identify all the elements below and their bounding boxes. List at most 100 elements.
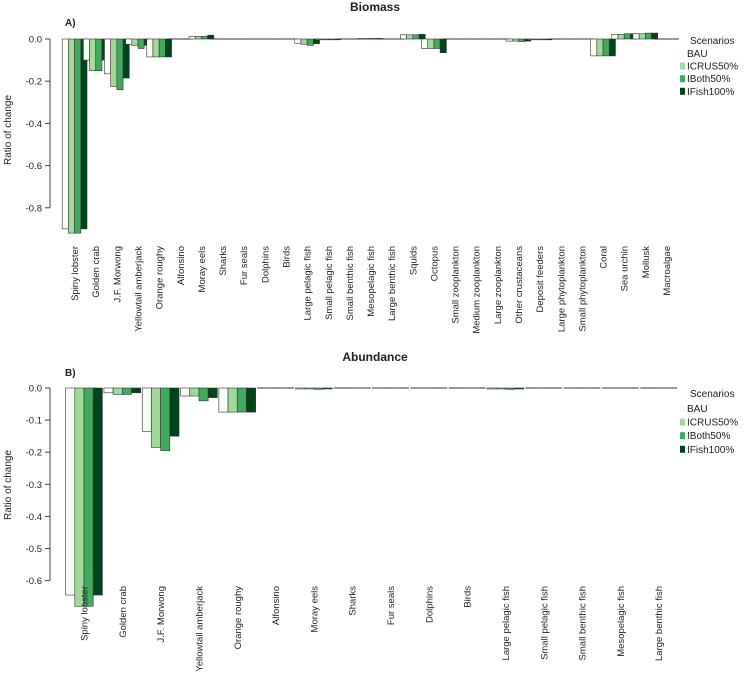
bar [122,387,132,395]
bar [207,34,215,40]
bar [590,38,598,57]
bar [300,38,308,45]
category-label: J.F. Morwong [156,586,167,643]
panel-label: B) [65,368,76,379]
category-label: Coral [599,246,610,269]
bar [602,38,610,57]
category-label: Small phytoplankton [577,246,588,332]
category-label: Large pelagic fish [501,586,512,660]
panel-label: A) [65,18,76,29]
category-label: Deposit feeders [535,246,546,313]
category-label: Large pelagic fish [303,246,314,320]
bar [131,38,139,46]
bar [218,387,229,413]
bar [495,387,506,390]
legend-label: IBoth50% [687,74,730,85]
bar [638,33,646,40]
category-label: Squids [408,246,419,275]
bar [65,387,76,596]
bar [321,38,329,41]
category-label: Dolphins [424,586,435,623]
y-axis-label: Ratio of change [3,450,14,520]
bar [327,38,335,41]
bar [194,36,202,40]
bar [151,387,161,448]
bar [92,387,103,596]
bar [160,387,171,451]
legend-swatch [680,445,685,453]
bar [433,38,441,49]
bar [439,38,447,54]
category-label: Spiny lobster [70,246,81,301]
y-tick-label: -0.3 [26,480,42,491]
bar [611,34,619,40]
bar [539,38,547,41]
bar [137,38,145,49]
bar [95,38,103,71]
bar [364,38,371,40]
legend-swatch [680,418,685,426]
bar [83,387,94,607]
bar [83,38,90,61]
bar [412,34,420,40]
bar [505,387,515,390]
category-label: Mesopelagic fish [616,586,627,657]
legend-label: ICRUS50% [687,62,738,73]
y-tick-label: 0.0 [29,384,42,395]
category-label: Sharks [218,246,229,276]
legend-label: BAU [687,404,708,415]
bar [623,33,631,40]
category-label: Moray eels [197,246,208,293]
bar [295,387,305,390]
bar [236,387,247,413]
bar [486,387,497,390]
bar [112,387,123,395]
bar [158,38,166,58]
legend-label: IFish100% [687,87,734,98]
bar [74,387,85,607]
category-label: J.F. Morwong [112,246,123,303]
bar [608,38,616,57]
bar [315,38,323,41]
y-tick-label: -0.8 [26,203,42,214]
category-label: Small benthic fish [578,586,589,660]
category-label: Orange roughy [233,586,244,650]
bar [294,38,302,44]
category-label: Large benthic fish [654,586,665,661]
bar [201,36,208,40]
category-label: Alfonsino [176,246,187,285]
category-label: Large phytoplankton [556,246,567,332]
y-tick-label: -0.6 [26,161,42,172]
bar [141,387,152,432]
category-label: Macroalgae [662,246,673,296]
category-label: Octopus [429,246,440,282]
y-tick-label: -0.6 [26,576,42,587]
bar [165,38,172,58]
bar [189,387,200,397]
category-label: Large benthic fish [387,246,398,321]
y-tick-label: -0.4 [26,119,42,130]
bar [246,387,256,413]
bar [406,34,414,40]
bar [313,387,324,390]
category-label: Small pelagic fish [324,246,335,320]
legend-swatch [680,62,685,70]
category-label: Sea urchin [620,246,631,291]
category-label: Small pelagic fish [539,586,550,660]
bar [74,38,82,234]
bar [357,38,365,40]
bar [89,38,97,71]
y-tick-label: -0.5 [26,544,42,555]
bar [514,387,525,390]
category-label: Fur seals [239,246,250,285]
y-tick-label: -0.2 [26,77,42,88]
bar [68,38,75,234]
bar [651,32,659,40]
bar [180,387,191,397]
category-label: Other crustaceans [514,246,525,324]
bar [427,38,435,49]
bar [306,38,314,46]
bar [322,387,333,390]
bar [125,38,133,45]
